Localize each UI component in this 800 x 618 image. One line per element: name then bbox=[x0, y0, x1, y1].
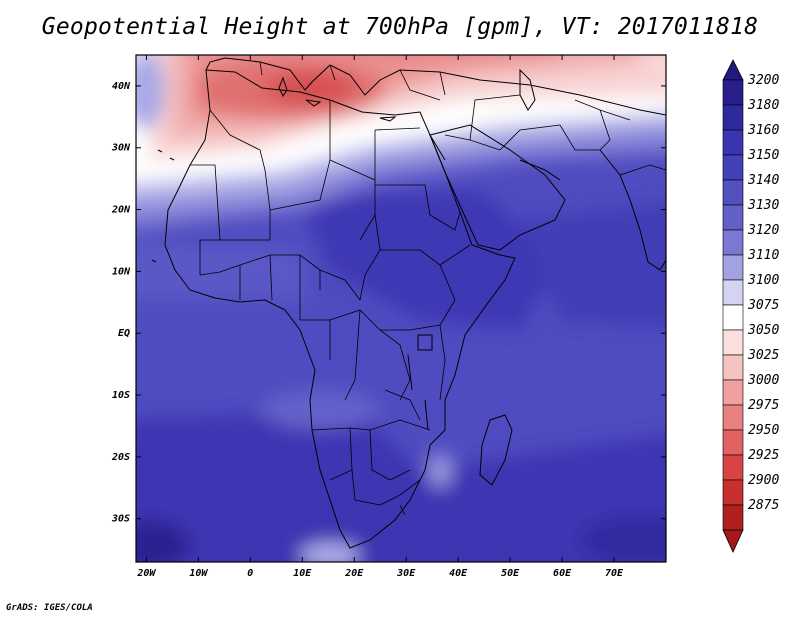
colorbar-swatch bbox=[722, 329, 744, 356]
lon-tick-label: 50E bbox=[501, 568, 520, 579]
colorbar-level-label: 2875 bbox=[748, 498, 779, 513]
lon-tick-label: 70E bbox=[605, 568, 624, 579]
colorbar-swatch bbox=[722, 504, 744, 531]
colorbar-level-label: 3050 bbox=[747, 323, 779, 338]
country-borders bbox=[190, 61, 666, 516]
colorbar-swatch bbox=[722, 479, 744, 506]
lat-tick-label: 20N bbox=[111, 205, 131, 216]
map-frame bbox=[135, 54, 667, 563]
colorbar-swatch bbox=[722, 129, 744, 156]
longitude-axis: 20W 10W 0 10E 20E 30E 40E 50E 60E 70E bbox=[136, 55, 624, 579]
height-field bbox=[136, 55, 666, 562]
lon-tick-label: 20W bbox=[136, 568, 156, 579]
colorbar-level-label: 2950 bbox=[748, 423, 779, 438]
colorbar-swatch bbox=[722, 79, 744, 106]
colorbar-level-label: 3160 bbox=[747, 123, 779, 138]
colorbar-swatch bbox=[722, 379, 744, 406]
lon-tick-label: 30E bbox=[396, 568, 416, 579]
colorbar-level-label: 3140 bbox=[747, 173, 779, 188]
lon-tick-label: 10E bbox=[293, 568, 312, 579]
lat-tick-label: 10S bbox=[112, 390, 130, 401]
lat-tick-label: 40N bbox=[112, 81, 131, 92]
colorbar-swatch bbox=[722, 229, 744, 256]
colorbar-swatch bbox=[722, 454, 744, 481]
colorbar-level-label: 2975 bbox=[748, 398, 779, 413]
colorbar-level-label: 3200 bbox=[747, 73, 779, 88]
colorbar-swatch bbox=[722, 154, 744, 181]
colorbar-swatch bbox=[722, 304, 744, 331]
colorbar-top-arrow bbox=[722, 59, 744, 81]
colorbar-level-label: 3150 bbox=[747, 148, 779, 163]
credit-text: GrADS: IGES/COLA bbox=[6, 603, 93, 613]
lon-tick-label: 10W bbox=[189, 568, 208, 579]
colorbar: 3200 3180 3160 3150 3140 3130 3120 3110 3100 3075… bbox=[722, 59, 779, 553]
colorbar-swatch bbox=[722, 429, 744, 456]
colorbar-swatch bbox=[722, 404, 744, 431]
colorbar-bottom-arrow bbox=[722, 529, 744, 553]
lat-tick-label: 30S bbox=[111, 514, 130, 525]
colorbar-level-label: 3180 bbox=[747, 98, 779, 113]
colorbar-swatch bbox=[722, 279, 744, 306]
lat-tick-label: EQ bbox=[118, 328, 130, 339]
lon-tick-label: 20E bbox=[344, 568, 364, 579]
lat-tick-label: 20S bbox=[111, 452, 130, 463]
colorbar-swatch bbox=[722, 179, 744, 206]
lon-tick-label: 40E bbox=[449, 568, 468, 579]
colorbar-swatch bbox=[722, 354, 744, 381]
lat-tick-label: 30N bbox=[111, 143, 131, 154]
map-title: Geopotential Height at 700hPa [gpm], VT:… bbox=[41, 14, 759, 40]
coastlines bbox=[151, 57, 666, 549]
colorbar-level-label: 3075 bbox=[747, 298, 779, 313]
colorbar-level-label: 3110 bbox=[747, 248, 779, 263]
lon-tick-label: 0 bbox=[247, 568, 253, 579]
lat-tick-label: 10N bbox=[112, 266, 131, 277]
colorbar-level-label: 3025 bbox=[747, 348, 779, 363]
colorbar-level-label: 3130 bbox=[747, 198, 779, 213]
colorbar-level-label: 2900 bbox=[748, 473, 779, 488]
colorbar-level-label: 3120 bbox=[747, 223, 779, 238]
latitude-axis: 40N 30N 20N 10N EQ 10S 20S 30S bbox=[111, 81, 666, 525]
colorbar-swatch bbox=[722, 104, 744, 131]
colorbar-level-label: 3100 bbox=[747, 273, 779, 288]
colorbar-swatch bbox=[722, 204, 744, 231]
colorbar-swatch bbox=[722, 254, 744, 281]
colorbar-level-label: 3000 bbox=[747, 373, 779, 388]
colorbar-level-label: 2925 bbox=[748, 448, 779, 463]
lon-tick-label: 60E bbox=[553, 568, 572, 579]
